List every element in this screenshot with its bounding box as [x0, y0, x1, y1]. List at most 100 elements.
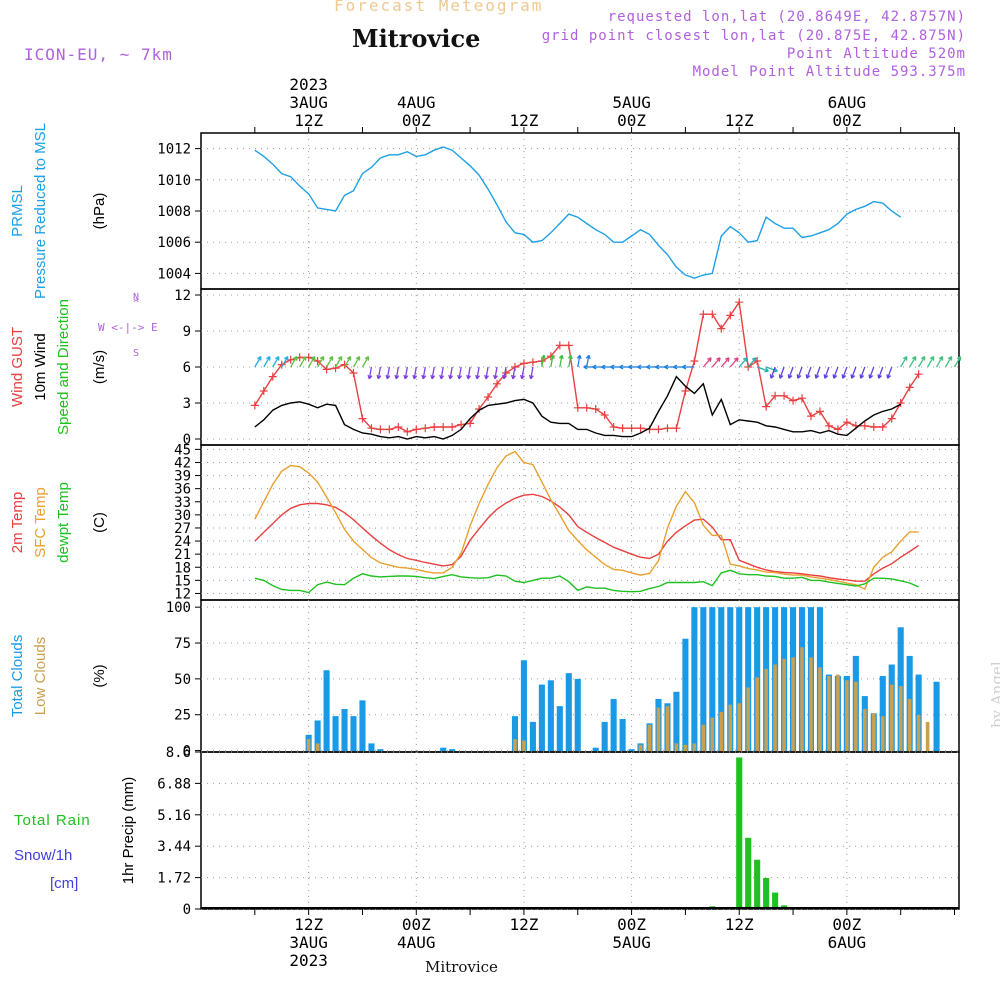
low-cloud-bar [701, 724, 706, 751]
gust-marker [618, 424, 627, 433]
wind-arrow-head [403, 374, 409, 380]
top-time-label: 00Z [832, 111, 861, 130]
wind-arrow-head [814, 374, 820, 379]
gust-marker [600, 411, 609, 419]
wind-direction-arrow [541, 355, 545, 368]
bottom-time-label: 00Z [402, 915, 431, 934]
wind-arrow-head [337, 356, 343, 361]
wind-arrow-head [877, 374, 883, 379]
temperature-ytick-label: 12 [174, 586, 191, 602]
wind-arrow-head [385, 374, 391, 380]
wind-axis-label: Wind GUST [9, 327, 26, 407]
gust-marker [573, 403, 582, 412]
wind-arrow-head [439, 374, 445, 380]
bottom-time-label: 00Z [832, 915, 861, 934]
compass-glyph: ^ [132, 299, 140, 309]
wind-arrow-head [484, 374, 489, 380]
wind-arrow-head [355, 356, 361, 361]
gust-marker [385, 425, 394, 434]
temperature-ytick-label: 15 [174, 573, 191, 589]
low-cloud-bar [854, 681, 858, 751]
pressure-axis-label: Pressure Reduced to MSL [32, 123, 49, 299]
bottom-time-label: 4AUG [397, 933, 436, 952]
wind-direction-arrow [833, 366, 839, 379]
wind-direction-arrow [343, 356, 352, 368]
wind-ytick-label: 6 [183, 360, 191, 376]
clouds-axis-label: Total Clouds [9, 635, 26, 718]
wind-arrow-head [682, 364, 687, 370]
gust-marker [367, 424, 376, 433]
low-cloud-bar [306, 739, 311, 751]
total-cloud-bar [718, 607, 725, 751]
temperature-ytick-label: 45 [174, 442, 191, 458]
top-time-label: 12Z [509, 111, 538, 130]
wind-arrow-head [301, 356, 307, 361]
total-cloud-bar [574, 678, 581, 751]
low-cloud-bar [782, 658, 786, 751]
bottom-time-label: 00Z [617, 915, 646, 934]
location-title: Mitrovice [352, 24, 481, 53]
bottom-time-label: 2023 [289, 951, 328, 970]
total-cloud-bar [691, 607, 698, 751]
model-altitude: Model Point Altitude 593.375m [692, 64, 966, 80]
wind-arrow-head [412, 374, 418, 380]
gust-marker [313, 357, 322, 365]
temperature-series-line [254, 569, 919, 594]
clouds-ytick-label: 100 [166, 600, 191, 616]
wind-series-line [254, 375, 902, 440]
wind-arrow-head [947, 356, 953, 361]
wind-arrow-head [585, 354, 591, 360]
low-cloud-bar [746, 687, 750, 751]
compass-south: S [133, 348, 139, 359]
total-cloud-bar [592, 747, 599, 751]
low-cloud-bar [809, 657, 813, 751]
wind-arrow-head [421, 374, 427, 380]
total-cloud-bar [332, 716, 339, 751]
wind-arrow-head [610, 364, 615, 370]
low-cloud-bar [755, 677, 759, 751]
low-cloud-bar [907, 698, 912, 751]
gust-marker [762, 402, 771, 411]
temperature-ytick-label: 21 [174, 547, 191, 563]
low-cloud-bar [845, 680, 849, 751]
low-cloud-bar [871, 713, 876, 751]
wind-direction-arrow [521, 366, 525, 379]
temperature-ytick-label: 36 [174, 482, 191, 498]
wind-arrow-head [576, 354, 582, 360]
gust-marker [887, 414, 896, 423]
wind-arrow-head [868, 374, 874, 379]
precip-rain-label: Total Rain [14, 812, 91, 829]
wind-direction-arrow [550, 355, 554, 368]
low-cloud-bar [710, 717, 715, 751]
wind-arrow-head [502, 374, 507, 380]
wind-direction-arrow [788, 366, 794, 379]
model-label: ICON-EU, ~ 7km [24, 45, 173, 64]
gust-marker [663, 424, 672, 433]
gust-marker [753, 357, 762, 365]
gust-marker [519, 359, 528, 368]
wind-arrow-head [787, 374, 793, 379]
wind-arrow-head [920, 356, 926, 361]
temperature-ytick-label: 27 [174, 521, 191, 537]
low-cloud-bar [863, 708, 867, 751]
wind-arrow-head [716, 357, 721, 362]
gust-marker [627, 424, 636, 433]
wind-arrow-head [583, 364, 588, 370]
wind-direction-arrow [368, 366, 373, 379]
wind-direction-arrow [449, 366, 453, 379]
wind-arrow-head [540, 354, 546, 360]
total-cloud-bar [915, 674, 922, 751]
wind-arrow-head [725, 357, 730, 362]
low-cloud-bar [925, 721, 930, 751]
temperature-series-line [254, 493, 919, 582]
requested-coords: requested lon,lat (20.8649E, 42.8757N) [607, 9, 966, 25]
wind-arrow-head [628, 364, 633, 370]
wind-direction-arrow [711, 357, 721, 368]
wind-direction-arrow [765, 366, 778, 372]
wind-arrow-head [805, 374, 811, 379]
wind-direction-arrow [770, 366, 776, 379]
temperature-ytick-label: 42 [174, 455, 191, 471]
wind-direction-arrow [272, 356, 280, 368]
wind-direction-arrow [747, 357, 757, 368]
